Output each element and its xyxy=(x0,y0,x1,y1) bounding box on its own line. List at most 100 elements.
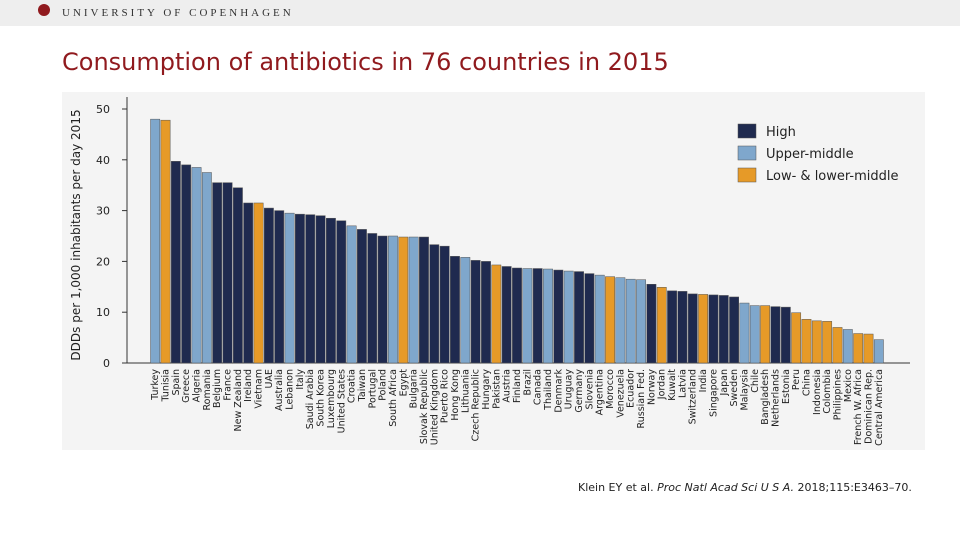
bar xyxy=(512,267,522,364)
x-tick-label: Canada xyxy=(533,369,544,405)
x-tick-label: Portugal xyxy=(367,369,378,408)
bar xyxy=(822,321,833,364)
bar xyxy=(346,225,357,364)
x-tick-label: Estonia xyxy=(781,369,792,404)
bar xyxy=(667,290,677,364)
logo xyxy=(38,4,50,16)
x-tick-label: Denmark xyxy=(553,369,564,413)
bar xyxy=(439,245,450,364)
x-tick-label: Australia xyxy=(274,369,285,411)
bar xyxy=(853,333,864,364)
x-tick-label: Indonesia xyxy=(812,369,823,415)
x-tick-label: Latvia xyxy=(677,369,688,398)
x-tick-label: United Kingdom xyxy=(429,369,440,445)
bar xyxy=(170,161,181,364)
y-tick-label: 30 xyxy=(96,205,110,218)
bar xyxy=(460,257,471,364)
bar xyxy=(305,214,316,364)
x-tick-label: Finland xyxy=(512,369,523,403)
bar xyxy=(377,235,388,364)
x-tick-label: Venezuela xyxy=(615,369,626,418)
bar xyxy=(636,279,646,364)
bar xyxy=(284,212,295,364)
legend-label: Low- & lower-middle xyxy=(766,169,898,184)
bar xyxy=(811,320,822,364)
bar xyxy=(687,293,698,364)
bar xyxy=(563,270,574,364)
y-tick-label: 50 xyxy=(96,103,110,116)
x-tick-label: Tunisia xyxy=(161,369,172,402)
x-tick-label: Mexico xyxy=(843,369,854,402)
x-tick-label: Central America xyxy=(874,369,885,446)
legend-label: High xyxy=(766,125,796,140)
bar xyxy=(388,235,398,364)
bar xyxy=(760,305,771,364)
bar xyxy=(326,217,336,364)
bar xyxy=(450,256,460,364)
bar xyxy=(646,284,657,364)
bar xyxy=(522,268,533,364)
legend-swatch xyxy=(737,145,757,161)
bar xyxy=(212,182,223,364)
x-tick-label: Morocco xyxy=(605,369,616,409)
legend-label: Upper-middle xyxy=(766,147,854,162)
y-tick-label: 20 xyxy=(96,255,110,268)
bar xyxy=(749,305,760,364)
x-tick-label: Hong Kong xyxy=(450,369,461,421)
bar xyxy=(677,291,688,364)
x-tick-label: Slovenia xyxy=(584,369,595,409)
authors: Klein EY et al. xyxy=(578,481,654,494)
bar xyxy=(615,277,626,364)
x-tick-label: Saudi Arabia xyxy=(305,369,316,429)
x-tick-label: Russian Fed. xyxy=(636,369,647,428)
bar xyxy=(243,202,254,364)
bar xyxy=(501,266,512,364)
bar xyxy=(263,207,274,364)
x-tick-label: Austria xyxy=(502,369,513,403)
x-tick-label: Poland xyxy=(378,369,389,401)
top-bar xyxy=(0,0,960,26)
reference: 2018;115:E3463–70. xyxy=(797,481,912,494)
x-tick-label: Switzerland xyxy=(688,369,699,424)
bar xyxy=(791,312,802,364)
x-tick-label: Italy xyxy=(295,369,306,390)
bar xyxy=(656,287,667,364)
x-tick-label: Pakistan xyxy=(491,369,502,409)
x-tick-label: Ireland xyxy=(243,369,254,402)
bar xyxy=(181,164,192,364)
x-tick-label: South Africa xyxy=(388,369,399,427)
chart-title: Consumption of antibiotics in 76 countri… xyxy=(62,48,669,76)
bar xyxy=(367,233,378,364)
x-tick-label: Greece xyxy=(181,369,192,403)
x-tick-label: Argentina xyxy=(595,369,606,415)
citation: Klein EY et al. Proc Natl Acad Sci U S A… xyxy=(578,481,912,494)
bar xyxy=(605,276,615,364)
x-tick-label: Belgium xyxy=(212,369,223,408)
bar xyxy=(584,273,595,364)
bar xyxy=(274,210,285,364)
x-tick-label: Egypt xyxy=(398,369,409,397)
x-tick-label: Chile xyxy=(750,369,761,393)
bar xyxy=(770,306,781,364)
x-tick-label: Bangladesh xyxy=(760,369,771,425)
x-tick-label: Luxembourg xyxy=(326,369,337,428)
x-tick-label: Slovak Republic xyxy=(419,369,430,444)
x-tick-label: Philippines xyxy=(832,369,843,420)
bar xyxy=(842,329,853,364)
bar xyxy=(222,182,233,364)
x-tick-label: Algeria xyxy=(192,369,203,402)
bar xyxy=(429,244,440,364)
bar xyxy=(873,339,884,364)
x-tick-label: Peru xyxy=(791,369,802,390)
y-tick-label: 40 xyxy=(96,154,110,167)
bar xyxy=(832,327,843,364)
x-tick-label: Romania xyxy=(202,369,213,411)
bar xyxy=(553,269,564,364)
x-tick-label: India xyxy=(698,369,709,392)
bar xyxy=(160,119,171,364)
x-tick-label: Uruguay xyxy=(564,369,575,410)
legend-swatch xyxy=(737,167,757,183)
bar xyxy=(729,296,740,364)
bar xyxy=(232,187,243,364)
